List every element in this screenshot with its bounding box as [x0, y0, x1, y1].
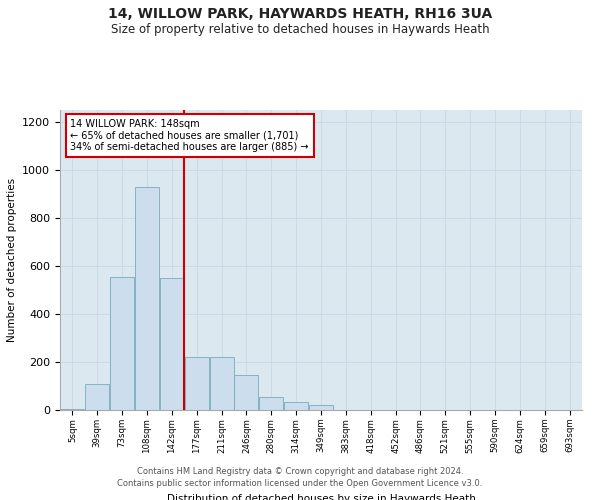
Text: 14, WILLOW PARK, HAYWARDS HEATH, RH16 3UA: 14, WILLOW PARK, HAYWARDS HEATH, RH16 3U…: [108, 8, 492, 22]
Text: Size of property relative to detached houses in Haywards Heath: Size of property relative to detached ho…: [110, 22, 490, 36]
Bar: [85, 384, 109, 410]
Bar: [135, 187, 159, 410]
Bar: [309, 405, 333, 410]
Bar: [185, 357, 209, 410]
Bar: [61, 409, 85, 410]
Y-axis label: Number of detached properties: Number of detached properties: [7, 178, 17, 342]
Text: 14 WILLOW PARK: 148sqm
← 65% of detached houses are smaller (1,701)
34% of semi-: 14 WILLOW PARK: 148sqm ← 65% of detached…: [70, 119, 309, 152]
Text: Contains HM Land Registry data © Crown copyright and database right 2024.
Contai: Contains HM Land Registry data © Crown c…: [118, 466, 482, 487]
Bar: [259, 397, 283, 410]
Bar: [209, 357, 233, 410]
Bar: [284, 402, 308, 410]
Bar: [110, 277, 134, 410]
Bar: [235, 375, 259, 410]
Bar: [160, 278, 184, 410]
X-axis label: Distribution of detached houses by size in Haywards Heath: Distribution of detached houses by size …: [167, 494, 475, 500]
